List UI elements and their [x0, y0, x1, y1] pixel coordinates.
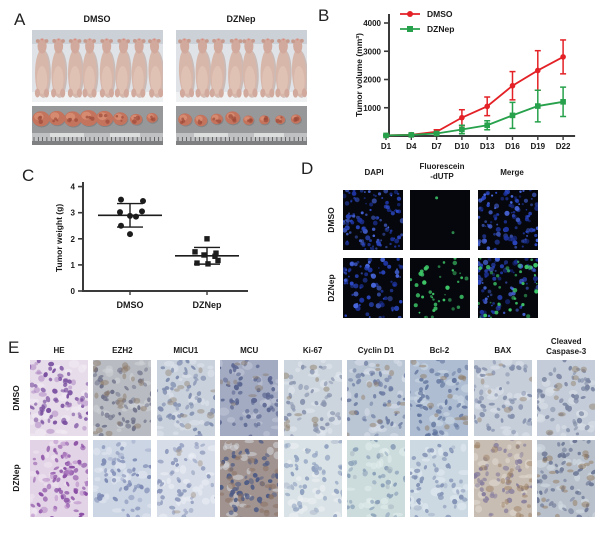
ihc-dmso-cyclin-d1	[347, 360, 405, 436]
panel-e-col-mcu: MCU	[240, 346, 259, 355]
panel-e-col-cleaved-caspase-3: Cleaved Caspase-3	[546, 337, 587, 356]
svg-text:Tumor volume (mm³): Tumor volume (mm³)	[354, 33, 364, 117]
panel-e-col-bax: BAX	[494, 346, 512, 355]
panel-b-label: B	[318, 6, 330, 25]
svg-text:D7: D7	[431, 142, 442, 151]
panel-d-col-merge: Merge	[500, 168, 524, 177]
mice-photo-dznep	[176, 30, 307, 102]
panel-c-label: C	[22, 166, 35, 185]
tumor-volume-line-chart: 1000 2000 3000 4000 D1 D4 D7 D10 D13 D16 D19 D22 Tum…	[354, 9, 576, 151]
ihc-dznep-cleaved-caspase-3	[537, 440, 596, 517]
svg-text:D4: D4	[406, 142, 417, 151]
mice-photo-dmso	[32, 30, 163, 102]
svg-text:DZNep: DZNep	[427, 24, 454, 34]
ihc-dznep-ki-67	[283, 440, 342, 517]
ihc-dmso-cleaved-caspase-3	[537, 360, 596, 436]
micrograph-dmso-fluorescein	[410, 190, 470, 250]
panel-e-col-ezh2: EZH2	[112, 346, 133, 355]
panel-a-group-dmso-label: DMSO	[83, 14, 111, 24]
svg-text:3000: 3000	[363, 47, 381, 56]
ihc-dznep-bax	[473, 440, 532, 517]
svg-text:1: 1	[71, 261, 76, 270]
panel-e-col-micu1: MICU1	[173, 346, 199, 355]
tumor-strip-dmso	[32, 106, 163, 145]
panel-e-row-dznep: DZNep	[11, 464, 21, 492]
panel-a-group-dznep-label: DZNep	[226, 14, 256, 24]
svg-text:DMSO: DMSO	[427, 9, 453, 19]
ihc-dmso-ezh2	[93, 360, 152, 436]
ihc-dmso-bax	[473, 360, 532, 436]
micrograph-dmso-merge	[478, 190, 538, 250]
ihc-dznep-mcu	[220, 440, 279, 517]
micrograph-dznep-merge	[478, 258, 538, 318]
ihc-dmso-mcu	[220, 360, 279, 436]
panel-e-col-ki-67: Ki-67	[302, 346, 323, 355]
ihc-dmso-bcl-2	[410, 360, 469, 436]
tumor-weight-scatter-chart: 0 1 2 3 4 Tumor weight (g) DMSO DZNep	[54, 182, 248, 310]
micrograph-dznep-dapi	[343, 258, 403, 318]
panel-d-col-dapi: DAPI	[364, 168, 384, 177]
svg-text:D10: D10	[455, 142, 470, 151]
panel-d-row-dznep: DZNep	[326, 274, 336, 302]
panel-d-label: D	[301, 159, 314, 178]
svg-text:3: 3	[71, 209, 76, 218]
panel-e-row-dmso: DMSO	[11, 385, 21, 411]
svg-text:D1: D1	[381, 142, 392, 151]
micrograph-dmso-dapi	[343, 190, 403, 250]
ihc-dznep-cyclin-d1	[347, 440, 405, 517]
micrograph-dznep-fluorescein	[410, 258, 470, 318]
svg-text:D22: D22	[556, 142, 571, 151]
tumor-strip-dznep	[176, 106, 307, 145]
panel-e-col-cyclin-d1: Cyclin D1	[357, 346, 395, 355]
panel-d-row-dmso: DMSO	[326, 207, 336, 233]
ihc-dznep-he	[30, 440, 88, 517]
svg-text:DZNep: DZNep	[193, 300, 223, 310]
svg-text:4000: 4000	[363, 19, 381, 28]
ihc-dmso-ki-67	[283, 360, 342, 436]
svg-text:0: 0	[71, 287, 76, 296]
svg-text:Tumor weight (g): Tumor weight (g)	[54, 204, 64, 272]
ihc-dznep-micu1	[156, 440, 215, 517]
svg-text:D16: D16	[505, 142, 520, 151]
svg-text:D13: D13	[480, 142, 495, 151]
ihc-dznep-ezh2	[93, 440, 152, 517]
ihc-dmso-micu1	[156, 360, 215, 436]
panel-a-label: A	[14, 10, 26, 29]
svg-text:4: 4	[71, 183, 76, 192]
svg-text:D19: D19	[530, 142, 545, 151]
svg-text:1000: 1000	[363, 104, 381, 113]
ihc-dznep-bcl-2	[410, 440, 469, 517]
ihc-dmso-he	[30, 360, 88, 436]
svg-text:2: 2	[71, 235, 76, 244]
panel-e-col-bcl-2: Bcl-2	[429, 346, 450, 355]
svg-text:2000: 2000	[363, 76, 381, 85]
svg-text:DMSO: DMSO	[117, 300, 144, 310]
panel-e-col-he: HE	[53, 346, 65, 355]
panel-d-col-fluorescein: Fluorescein -dUTP	[419, 162, 465, 181]
panel-e-label: E	[8, 338, 20, 357]
